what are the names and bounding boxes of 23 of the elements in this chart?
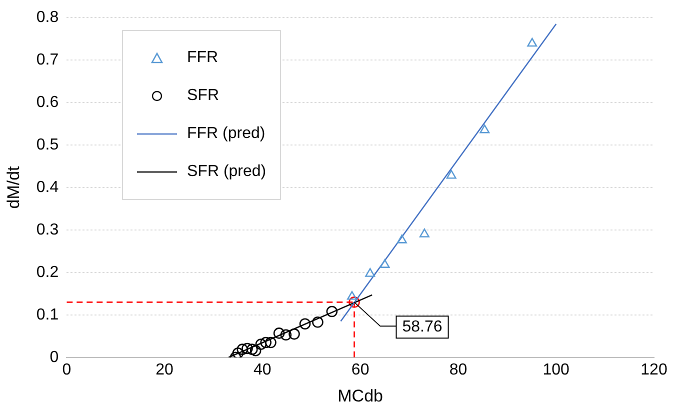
x-tick-label: 60 bbox=[351, 361, 370, 378]
y-tick-label: 0.8 bbox=[36, 9, 59, 26]
x-tick-label: 100 bbox=[542, 361, 570, 378]
y-tick-label: 0 bbox=[50, 348, 59, 366]
x-axis-title: MCdb bbox=[338, 386, 383, 406]
legend-label: FFR bbox=[187, 49, 218, 67]
annotation: 58.76 bbox=[402, 318, 442, 336]
legend-label: SFR bbox=[187, 87, 219, 105]
y-axis-title: dM/dt bbox=[4, 166, 23, 209]
x-tick-label: 20 bbox=[156, 361, 174, 378]
y-tick-label: 0.6 bbox=[36, 94, 59, 111]
y-tick-label: 0.3 bbox=[36, 221, 59, 238]
x-tick-label: 80 bbox=[449, 361, 468, 378]
legend-label: FFR (pred) bbox=[187, 125, 266, 143]
y-tick-label: 0.1 bbox=[36, 306, 59, 324]
y-tick-label: 0.2 bbox=[36, 264, 59, 281]
x-tick-label: 0 bbox=[62, 361, 72, 378]
x-tick-label: 120 bbox=[640, 361, 668, 378]
y-tick-label: 0.4 bbox=[36, 178, 59, 196]
y-tick-label: 0.5 bbox=[36, 136, 59, 154]
x-tick-label: 40 bbox=[254, 361, 272, 378]
legend-label: SFR (pred) bbox=[187, 163, 266, 181]
y-tick-label: 0.7 bbox=[36, 51, 59, 68]
